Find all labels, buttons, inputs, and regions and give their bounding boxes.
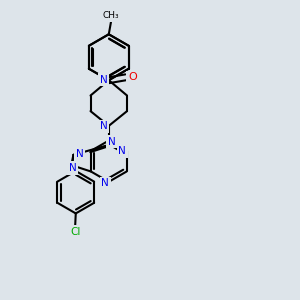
Text: N: N (100, 75, 107, 85)
Text: Cl: Cl (70, 227, 80, 237)
Text: N: N (101, 178, 109, 188)
Text: O: O (128, 72, 137, 82)
Text: N: N (100, 122, 107, 131)
Text: N: N (76, 149, 84, 159)
Text: N: N (69, 163, 76, 173)
Text: N: N (118, 146, 126, 156)
Text: CH₃: CH₃ (103, 11, 119, 20)
Text: N: N (108, 136, 116, 147)
